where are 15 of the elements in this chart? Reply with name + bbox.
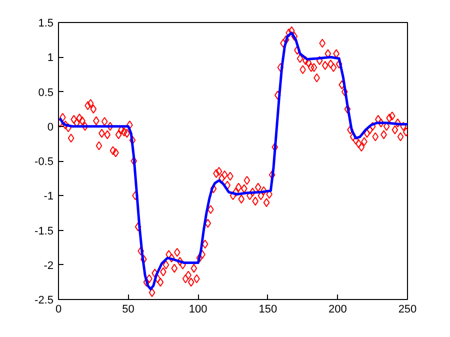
- y-tick-label: -2.5: [34, 294, 54, 306]
- y-tick-label: -1: [44, 190, 54, 203]
- x-tick-label: 50: [122, 304, 134, 316]
- y-tick-label: -1.5: [34, 225, 54, 238]
- y-tick-label: 1.5: [38, 18, 54, 30]
- x-tick-label: 150: [258, 304, 278, 316]
- y-tick-label: -2: [44, 260, 54, 272]
- y-tick-label: -0.5: [34, 156, 54, 168]
- y-tick-label: 0: [47, 121, 54, 134]
- x-tick-label: 250: [398, 304, 417, 316]
- y-tick-label: 0.5: [38, 86, 54, 99]
- x-tick-label: 200: [328, 304, 347, 316]
- y-tick-label: 1: [47, 52, 54, 64]
- x-tick-label: 100: [188, 304, 208, 316]
- x-tick-label: 0: [55, 304, 62, 316]
